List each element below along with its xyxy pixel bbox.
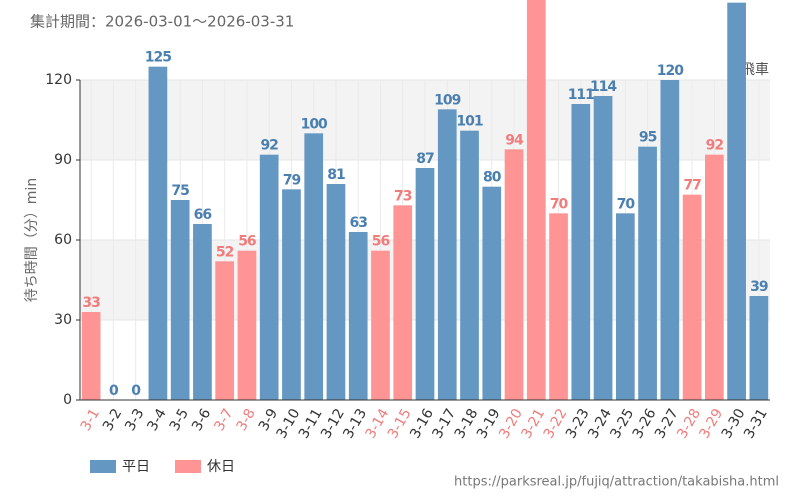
bar xyxy=(549,213,568,400)
x-tick-label: 3-3 xyxy=(122,406,147,434)
y-axis-label: 待ち時間（分）min xyxy=(24,178,40,302)
bar xyxy=(371,250,390,400)
x-tick-label: 3-1 xyxy=(78,406,103,434)
bar xyxy=(237,250,257,400)
bar xyxy=(682,194,702,400)
legend-swatch xyxy=(90,460,116,473)
bar xyxy=(749,296,769,400)
data-label: 101 xyxy=(456,114,482,130)
data-label: 56 xyxy=(238,234,256,250)
bar xyxy=(460,130,479,400)
bar xyxy=(282,189,301,400)
bar xyxy=(660,80,680,400)
data-label: 109 xyxy=(434,92,460,108)
data-label: 70 xyxy=(550,196,569,212)
data-label: 92 xyxy=(706,138,724,154)
data-label: 79 xyxy=(283,172,301,188)
bar xyxy=(504,149,524,400)
x-tick-label: 3-31 xyxy=(741,406,771,442)
x-tick-label: 3-2 xyxy=(100,406,125,434)
source: https://parksreal.jp/fujiq/attraction/ta… xyxy=(454,475,779,490)
bar xyxy=(170,200,190,400)
bar xyxy=(304,133,324,401)
y-tick-label: 90 xyxy=(54,152,72,168)
bar xyxy=(393,205,413,400)
data-label: 52 xyxy=(216,244,234,260)
legend-swatch xyxy=(175,460,201,473)
bar xyxy=(482,186,502,400)
data-label: 75 xyxy=(171,183,189,199)
data-label: 94 xyxy=(505,132,524,148)
data-label: 70 xyxy=(617,196,636,212)
legend-label: 休日 xyxy=(207,459,235,475)
data-label: 33 xyxy=(82,295,100,311)
bar xyxy=(571,104,591,400)
data-label: 100 xyxy=(301,116,328,132)
bar xyxy=(193,224,212,400)
y-tick-label: 120 xyxy=(45,72,72,88)
chart-title: 集計期間：2026-03-01～2026-03-31 xyxy=(30,13,294,31)
data-label: 80 xyxy=(483,170,502,186)
bar xyxy=(615,213,635,400)
data-label: 114 xyxy=(590,79,617,95)
bar xyxy=(705,154,724,400)
data-label: 87 xyxy=(416,151,434,167)
data-label: 66 xyxy=(194,207,212,223)
data-label: 77 xyxy=(683,178,701,194)
bar xyxy=(727,2,746,401)
data-label: 149 xyxy=(723,0,749,2)
y-tick-label: 60 xyxy=(54,232,72,248)
bar xyxy=(81,312,101,400)
data-label: 0 xyxy=(131,383,141,399)
data-label: 92 xyxy=(260,138,278,154)
x-tick-label: 3-4 xyxy=(145,406,170,434)
legend-label: 平日 xyxy=(122,459,150,475)
bar xyxy=(326,184,346,400)
data-label: 125 xyxy=(145,50,171,66)
y-tick-label: 0 xyxy=(63,392,72,408)
data-label: 95 xyxy=(639,130,657,146)
data-label: 81 xyxy=(327,167,345,183)
bar xyxy=(437,109,457,400)
data-label: 39 xyxy=(750,279,768,295)
bar xyxy=(215,261,235,400)
x-tick-label: 3-8 xyxy=(234,406,259,434)
x-tick-label: 3-5 xyxy=(167,406,192,434)
data-label: 120 xyxy=(657,63,684,79)
data-label: 0 xyxy=(109,383,119,399)
bar xyxy=(259,154,279,400)
data-label: 73 xyxy=(394,188,412,204)
bar xyxy=(415,168,435,400)
x-tick-label: 3-6 xyxy=(189,406,214,434)
data-label: 63 xyxy=(349,215,367,231)
bar xyxy=(593,96,613,400)
x-tick-label: 3-7 xyxy=(211,406,236,434)
y-tick-label: 30 xyxy=(54,312,72,328)
bar xyxy=(638,146,657,400)
data-label: 111 xyxy=(568,87,594,103)
bar xyxy=(348,232,368,400)
data-label: 56 xyxy=(372,234,390,250)
bar xyxy=(526,0,546,400)
bar xyxy=(148,66,168,401)
